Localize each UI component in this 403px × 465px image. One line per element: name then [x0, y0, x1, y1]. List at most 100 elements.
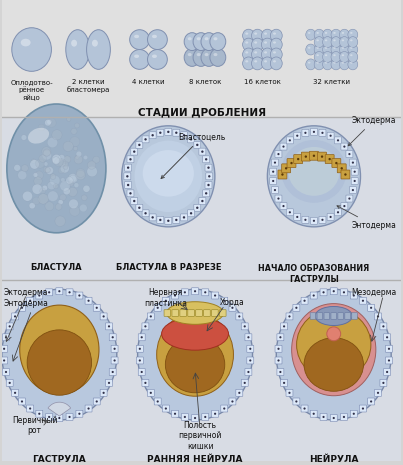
FancyBboxPatch shape — [327, 132, 334, 139]
Circle shape — [382, 382, 384, 384]
Ellipse shape — [350, 32, 353, 34]
Ellipse shape — [339, 59, 349, 70]
FancyBboxPatch shape — [341, 143, 348, 150]
Circle shape — [76, 170, 85, 180]
FancyBboxPatch shape — [136, 345, 143, 352]
FancyBboxPatch shape — [46, 289, 53, 296]
Circle shape — [29, 407, 31, 410]
FancyBboxPatch shape — [111, 345, 118, 352]
Ellipse shape — [325, 32, 327, 34]
FancyBboxPatch shape — [334, 137, 341, 144]
Ellipse shape — [264, 51, 267, 53]
Ellipse shape — [245, 60, 248, 62]
Circle shape — [274, 189, 276, 191]
Circle shape — [377, 315, 379, 318]
FancyBboxPatch shape — [282, 164, 291, 173]
Circle shape — [58, 290, 60, 292]
Circle shape — [14, 392, 16, 394]
Circle shape — [348, 153, 351, 155]
Circle shape — [157, 400, 159, 403]
Circle shape — [274, 161, 276, 164]
Ellipse shape — [262, 57, 273, 70]
FancyBboxPatch shape — [275, 151, 282, 158]
Ellipse shape — [339, 52, 349, 62]
Circle shape — [14, 315, 16, 318]
FancyBboxPatch shape — [346, 195, 353, 202]
FancyBboxPatch shape — [165, 217, 172, 224]
Circle shape — [337, 211, 339, 213]
FancyBboxPatch shape — [294, 213, 301, 220]
FancyBboxPatch shape — [188, 210, 195, 217]
Circle shape — [96, 400, 98, 403]
Circle shape — [370, 400, 372, 403]
FancyBboxPatch shape — [142, 210, 149, 217]
Ellipse shape — [306, 44, 316, 55]
FancyBboxPatch shape — [221, 297, 228, 304]
Circle shape — [283, 326, 285, 327]
Ellipse shape — [350, 47, 353, 49]
Circle shape — [60, 164, 69, 173]
Circle shape — [328, 158, 331, 160]
FancyBboxPatch shape — [19, 304, 25, 311]
Ellipse shape — [308, 32, 310, 34]
FancyBboxPatch shape — [247, 345, 254, 352]
Text: Мезодерма: Мезодерма — [351, 288, 396, 297]
Circle shape — [126, 175, 129, 178]
Ellipse shape — [270, 48, 282, 61]
Circle shape — [133, 200, 135, 202]
FancyBboxPatch shape — [46, 413, 53, 420]
Circle shape — [87, 407, 89, 410]
Circle shape — [34, 177, 42, 185]
FancyBboxPatch shape — [374, 389, 382, 396]
Ellipse shape — [325, 54, 327, 56]
FancyBboxPatch shape — [164, 310, 170, 316]
FancyBboxPatch shape — [27, 297, 33, 304]
Circle shape — [127, 184, 129, 186]
Text: СТАДИИ ДРОБЛЕНИЯ: СТАДИИ ДРОБЛЕНИЯ — [138, 107, 266, 117]
FancyBboxPatch shape — [320, 413, 327, 420]
Circle shape — [83, 155, 88, 159]
Circle shape — [29, 203, 35, 209]
Ellipse shape — [331, 44, 341, 55]
Ellipse shape — [254, 41, 257, 44]
Circle shape — [175, 132, 177, 134]
Circle shape — [247, 336, 249, 339]
Circle shape — [31, 159, 36, 163]
Circle shape — [21, 165, 28, 172]
Ellipse shape — [214, 37, 218, 40]
Circle shape — [102, 315, 105, 318]
FancyBboxPatch shape — [221, 405, 228, 412]
Ellipse shape — [304, 338, 364, 391]
Text: 32 клетки: 32 клетки — [313, 79, 350, 85]
FancyBboxPatch shape — [350, 410, 357, 417]
Ellipse shape — [333, 62, 336, 64]
Ellipse shape — [331, 59, 341, 70]
FancyBboxPatch shape — [359, 297, 366, 304]
Ellipse shape — [322, 59, 332, 70]
Circle shape — [114, 348, 116, 350]
Circle shape — [281, 173, 284, 176]
Circle shape — [223, 299, 225, 302]
FancyBboxPatch shape — [337, 164, 346, 173]
Ellipse shape — [325, 40, 327, 41]
Circle shape — [196, 144, 198, 146]
FancyBboxPatch shape — [301, 297, 308, 304]
Ellipse shape — [306, 29, 316, 40]
Circle shape — [58, 167, 64, 173]
Ellipse shape — [264, 33, 267, 35]
Circle shape — [42, 185, 48, 191]
FancyBboxPatch shape — [310, 217, 318, 224]
Circle shape — [194, 290, 196, 292]
FancyBboxPatch shape — [191, 415, 199, 421]
Circle shape — [249, 359, 251, 362]
Circle shape — [335, 162, 338, 164]
Ellipse shape — [201, 33, 217, 51]
FancyBboxPatch shape — [162, 297, 169, 304]
Circle shape — [303, 407, 305, 410]
Ellipse shape — [273, 60, 276, 62]
Circle shape — [343, 146, 345, 148]
Ellipse shape — [331, 29, 341, 40]
Ellipse shape — [162, 318, 229, 350]
Circle shape — [337, 139, 339, 141]
Ellipse shape — [308, 47, 310, 49]
